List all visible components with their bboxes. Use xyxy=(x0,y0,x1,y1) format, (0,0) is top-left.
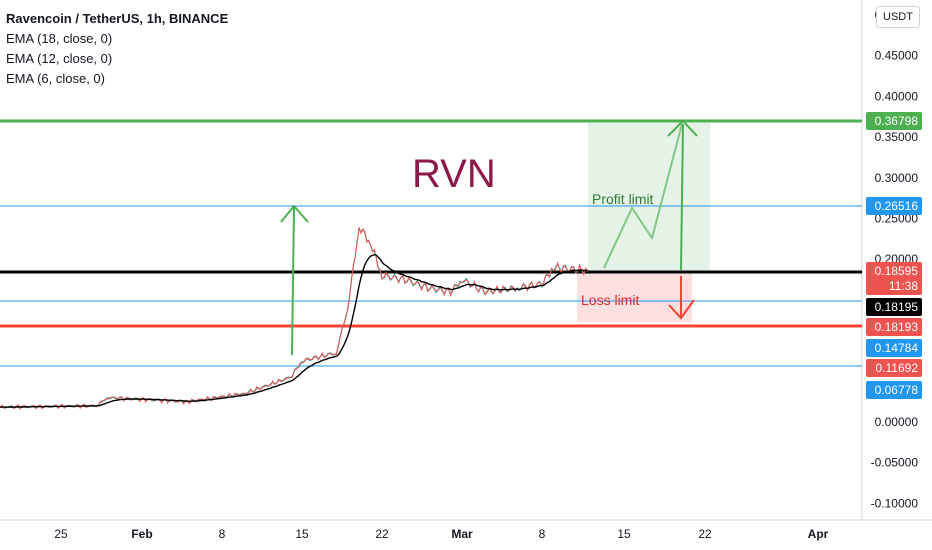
y-tick-label: 0.35000 xyxy=(875,130,919,144)
currency-button[interactable]: USDT xyxy=(876,6,920,28)
x-tick-label: 8 xyxy=(539,527,546,541)
y-tick-label: -0.05000 xyxy=(871,456,919,470)
up-arrow-left xyxy=(280,204,309,356)
loss-arrow xyxy=(668,276,695,320)
svg-text:0.26516: 0.26516 xyxy=(875,199,919,213)
svg-text:0.36798: 0.36798 xyxy=(875,114,919,128)
svg-text:0.14784: 0.14784 xyxy=(875,341,919,355)
x-tick-label: Apr xyxy=(808,527,829,541)
price-level-label: 0.36798 xyxy=(866,112,922,130)
price-candles-down xyxy=(0,227,589,410)
x-tick-label: 8 xyxy=(219,527,226,541)
symbol-title[interactable]: Ravencoin / TetherUS, 1h, BINANCE xyxy=(6,11,229,26)
chart-title: RVN xyxy=(412,152,496,196)
price-level-label: 0.18595 xyxy=(866,262,922,280)
price-series xyxy=(0,226,589,410)
price-level-label: 0.18193 xyxy=(866,318,922,336)
price-level-label: 0.14784 xyxy=(866,339,922,357)
indicator-ema-6[interactable]: EMA (6, close, 0) xyxy=(6,71,105,86)
loss-zone xyxy=(577,272,692,322)
y-tick-label: 0.00000 xyxy=(875,415,919,429)
loss-limit-label: Loss limit xyxy=(581,292,639,308)
x-axis-ticks: 25 Feb 8 15 22 Mar 8 15 22 Apr xyxy=(54,527,828,541)
svg-text:0.18595: 0.18595 xyxy=(875,264,919,278)
svg-text:0.18195: 0.18195 xyxy=(875,300,919,314)
profit-limit-label: Profit limit xyxy=(592,191,654,207)
svg-text:0.18193: 0.18193 xyxy=(875,320,919,334)
svg-text:11:38: 11:38 xyxy=(889,279,918,293)
x-tick-label: 15 xyxy=(295,527,309,541)
svg-text:0.06778: 0.06778 xyxy=(875,383,919,397)
indicator-ema-18[interactable]: EMA (18, close, 0) xyxy=(6,31,113,46)
y-tick-label: 0.30000 xyxy=(875,171,919,185)
price-level-label: 0.06778 xyxy=(866,381,922,399)
x-tick-label: 22 xyxy=(698,527,712,541)
y-tick-label: -0.10000 xyxy=(871,496,919,510)
price-scale[interactable] xyxy=(862,0,932,520)
price-level-label: 0.26516 xyxy=(866,197,922,215)
x-tick-label: Feb xyxy=(131,527,152,541)
profit-zone xyxy=(588,123,710,272)
profit-path xyxy=(603,123,683,269)
y-tick-label: 0.45000 xyxy=(875,49,919,63)
price-level-label: 11:38 xyxy=(866,277,922,295)
x-tick-label: 15 xyxy=(617,527,631,541)
x-tick-label: Mar xyxy=(451,527,473,541)
y-tick-label: 0.40000 xyxy=(875,89,919,103)
x-tick-label: 22 xyxy=(375,527,389,541)
indicator-ema-12[interactable]: EMA (12, close, 0) xyxy=(6,51,113,66)
x-tick-label: 25 xyxy=(54,527,68,541)
price-level-label: 0.18195 xyxy=(866,298,922,316)
ema-line xyxy=(0,253,588,408)
svg-text:0.11692: 0.11692 xyxy=(876,361,919,375)
price-level-label: 0.11692 xyxy=(866,359,922,377)
profit-arrow xyxy=(667,119,698,271)
